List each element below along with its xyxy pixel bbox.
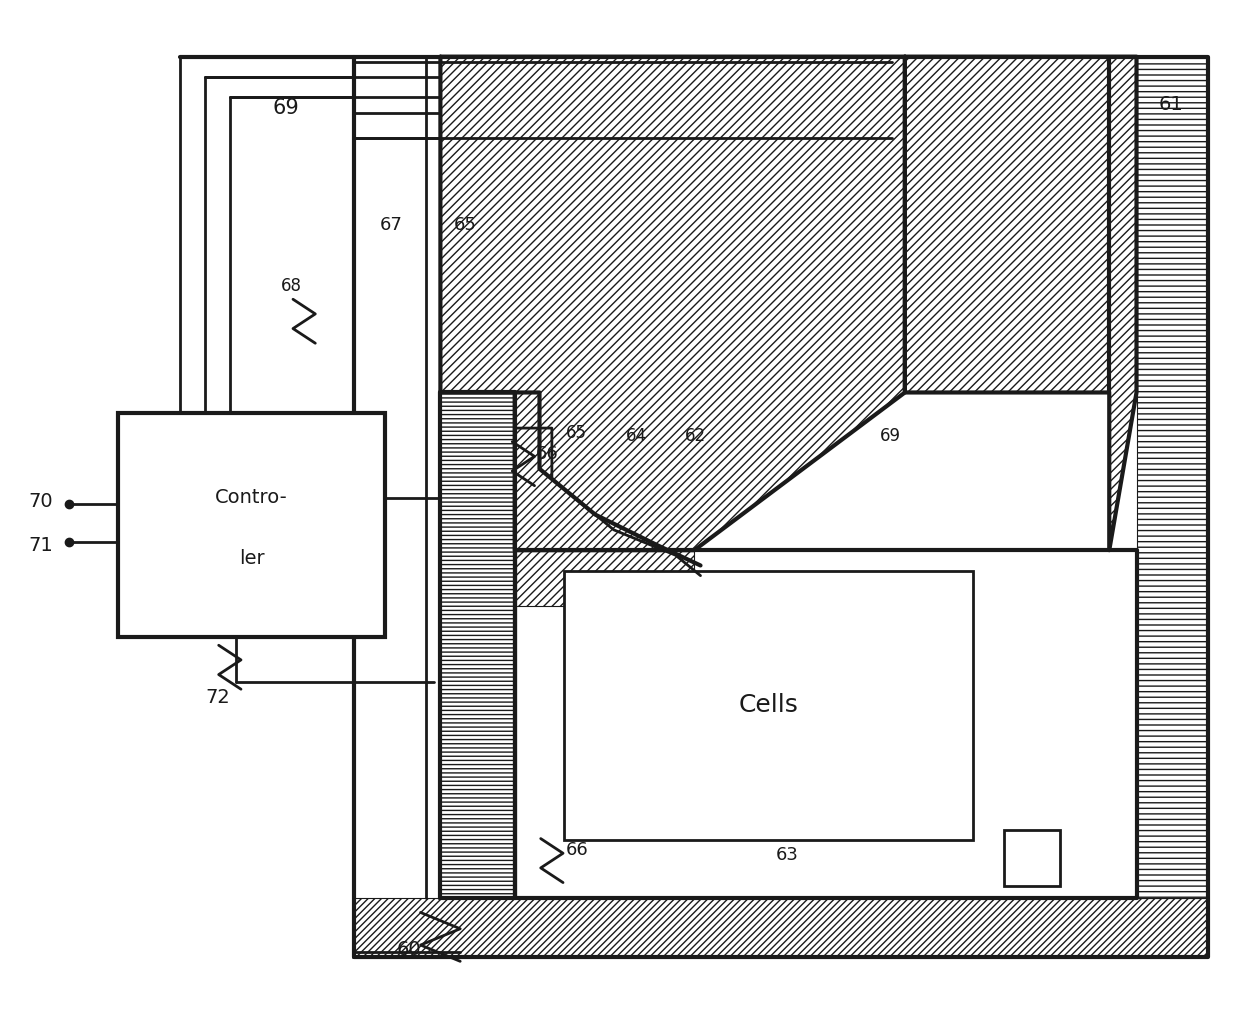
- Bar: [564, 571, 973, 841]
- Text: 67: 67: [379, 216, 402, 233]
- Polygon shape: [440, 392, 515, 898]
- Text: 65: 65: [565, 424, 587, 442]
- Text: Contro-: Contro-: [215, 488, 288, 507]
- Text: Cells: Cells: [739, 693, 799, 717]
- Text: 60: 60: [397, 940, 422, 959]
- Bar: [118, 413, 384, 637]
- Text: 70: 70: [29, 492, 53, 511]
- Text: 66: 66: [565, 842, 588, 859]
- Text: 72: 72: [205, 688, 229, 707]
- Text: 69: 69: [273, 98, 299, 117]
- Bar: [1004, 830, 1060, 886]
- Text: 71: 71: [29, 536, 53, 554]
- Polygon shape: [905, 57, 1137, 550]
- Text: 62: 62: [684, 427, 706, 445]
- Text: ler: ler: [239, 549, 264, 568]
- Polygon shape: [515, 550, 694, 606]
- Text: 65: 65: [454, 216, 476, 233]
- Text: 64: 64: [626, 427, 647, 445]
- Text: 66: 66: [536, 444, 558, 463]
- Polygon shape: [353, 898, 1208, 957]
- Text: 69: 69: [880, 427, 901, 445]
- Text: 68: 68: [281, 276, 303, 294]
- Text: 61: 61: [1159, 95, 1183, 114]
- Polygon shape: [440, 57, 905, 550]
- Polygon shape: [1137, 57, 1208, 898]
- Text: 63: 63: [776, 847, 799, 864]
